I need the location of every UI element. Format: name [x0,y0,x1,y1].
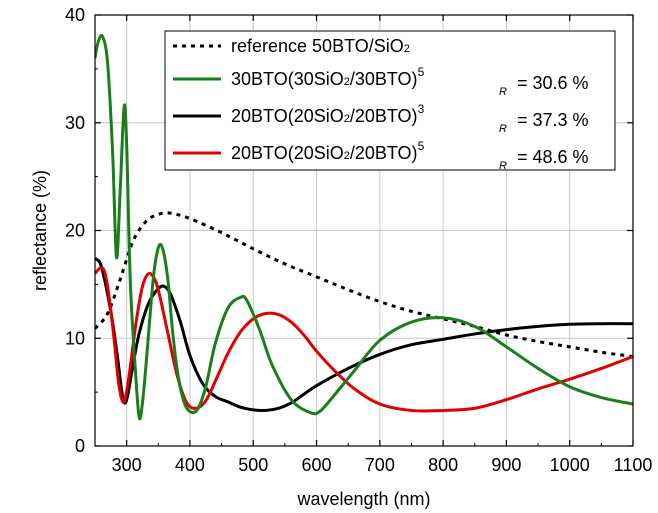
legend-box [164,30,616,171]
legend-label-2: 20BTO(20SiO2/20BTO)3 [231,102,425,126]
series-line-3 [95,266,633,413]
y-tick-label: 40 [65,5,85,25]
legend-r-value-1: = 30.6 % [517,73,589,93]
legend-label-1: 30BTO(30SiO2/30BTO)5 [231,65,425,89]
x-tick-label: 900 [491,455,521,475]
axis-ticks: 300 400 500 600 700 800 900 1000 1100 0 10 20 30 40 [65,5,652,475]
y-axis-label: reflectance (%) [30,170,50,291]
x-tick-label: 800 [428,455,458,475]
x-tick-label: 400 [175,455,205,475]
x-tick-label: 300 [112,455,142,475]
series-line-2 [95,257,633,413]
legend-r-symbol-1: R [499,86,507,98]
legend: reference 50BTO/SiO2 30BTO(30SiO2/30BTO)5… [164,30,616,172]
y-tick-label: 30 [65,113,85,133]
legend-label-0: reference 50BTO/SiO2 [231,36,410,56]
x-tick-label: 1000 [550,455,590,475]
series-line-1 [95,33,633,421]
x-axis-label: wavelength (nm) [296,489,430,509]
y-tick-label: 20 [65,221,85,241]
x-tick-label: 1100 [614,455,653,475]
y-tick-label: 0 [75,436,85,456]
x-tick-label: 500 [238,455,268,475]
legend-r-value-2: = 37.3 % [517,110,589,130]
legend-r-symbol-3: R [499,160,507,172]
series-line-0 [95,211,633,359]
x-tick-label: 600 [302,455,332,475]
y-tick-label: 10 [65,328,85,348]
series-lines [95,33,633,421]
x-tick-label: 700 [365,455,395,475]
legend-label-3: 20BTO(20SiO2/20BTO)5 [231,139,425,163]
legend-r-symbol-2: R [499,123,507,135]
legend-r-value-3: = 48.6 % [517,147,589,167]
